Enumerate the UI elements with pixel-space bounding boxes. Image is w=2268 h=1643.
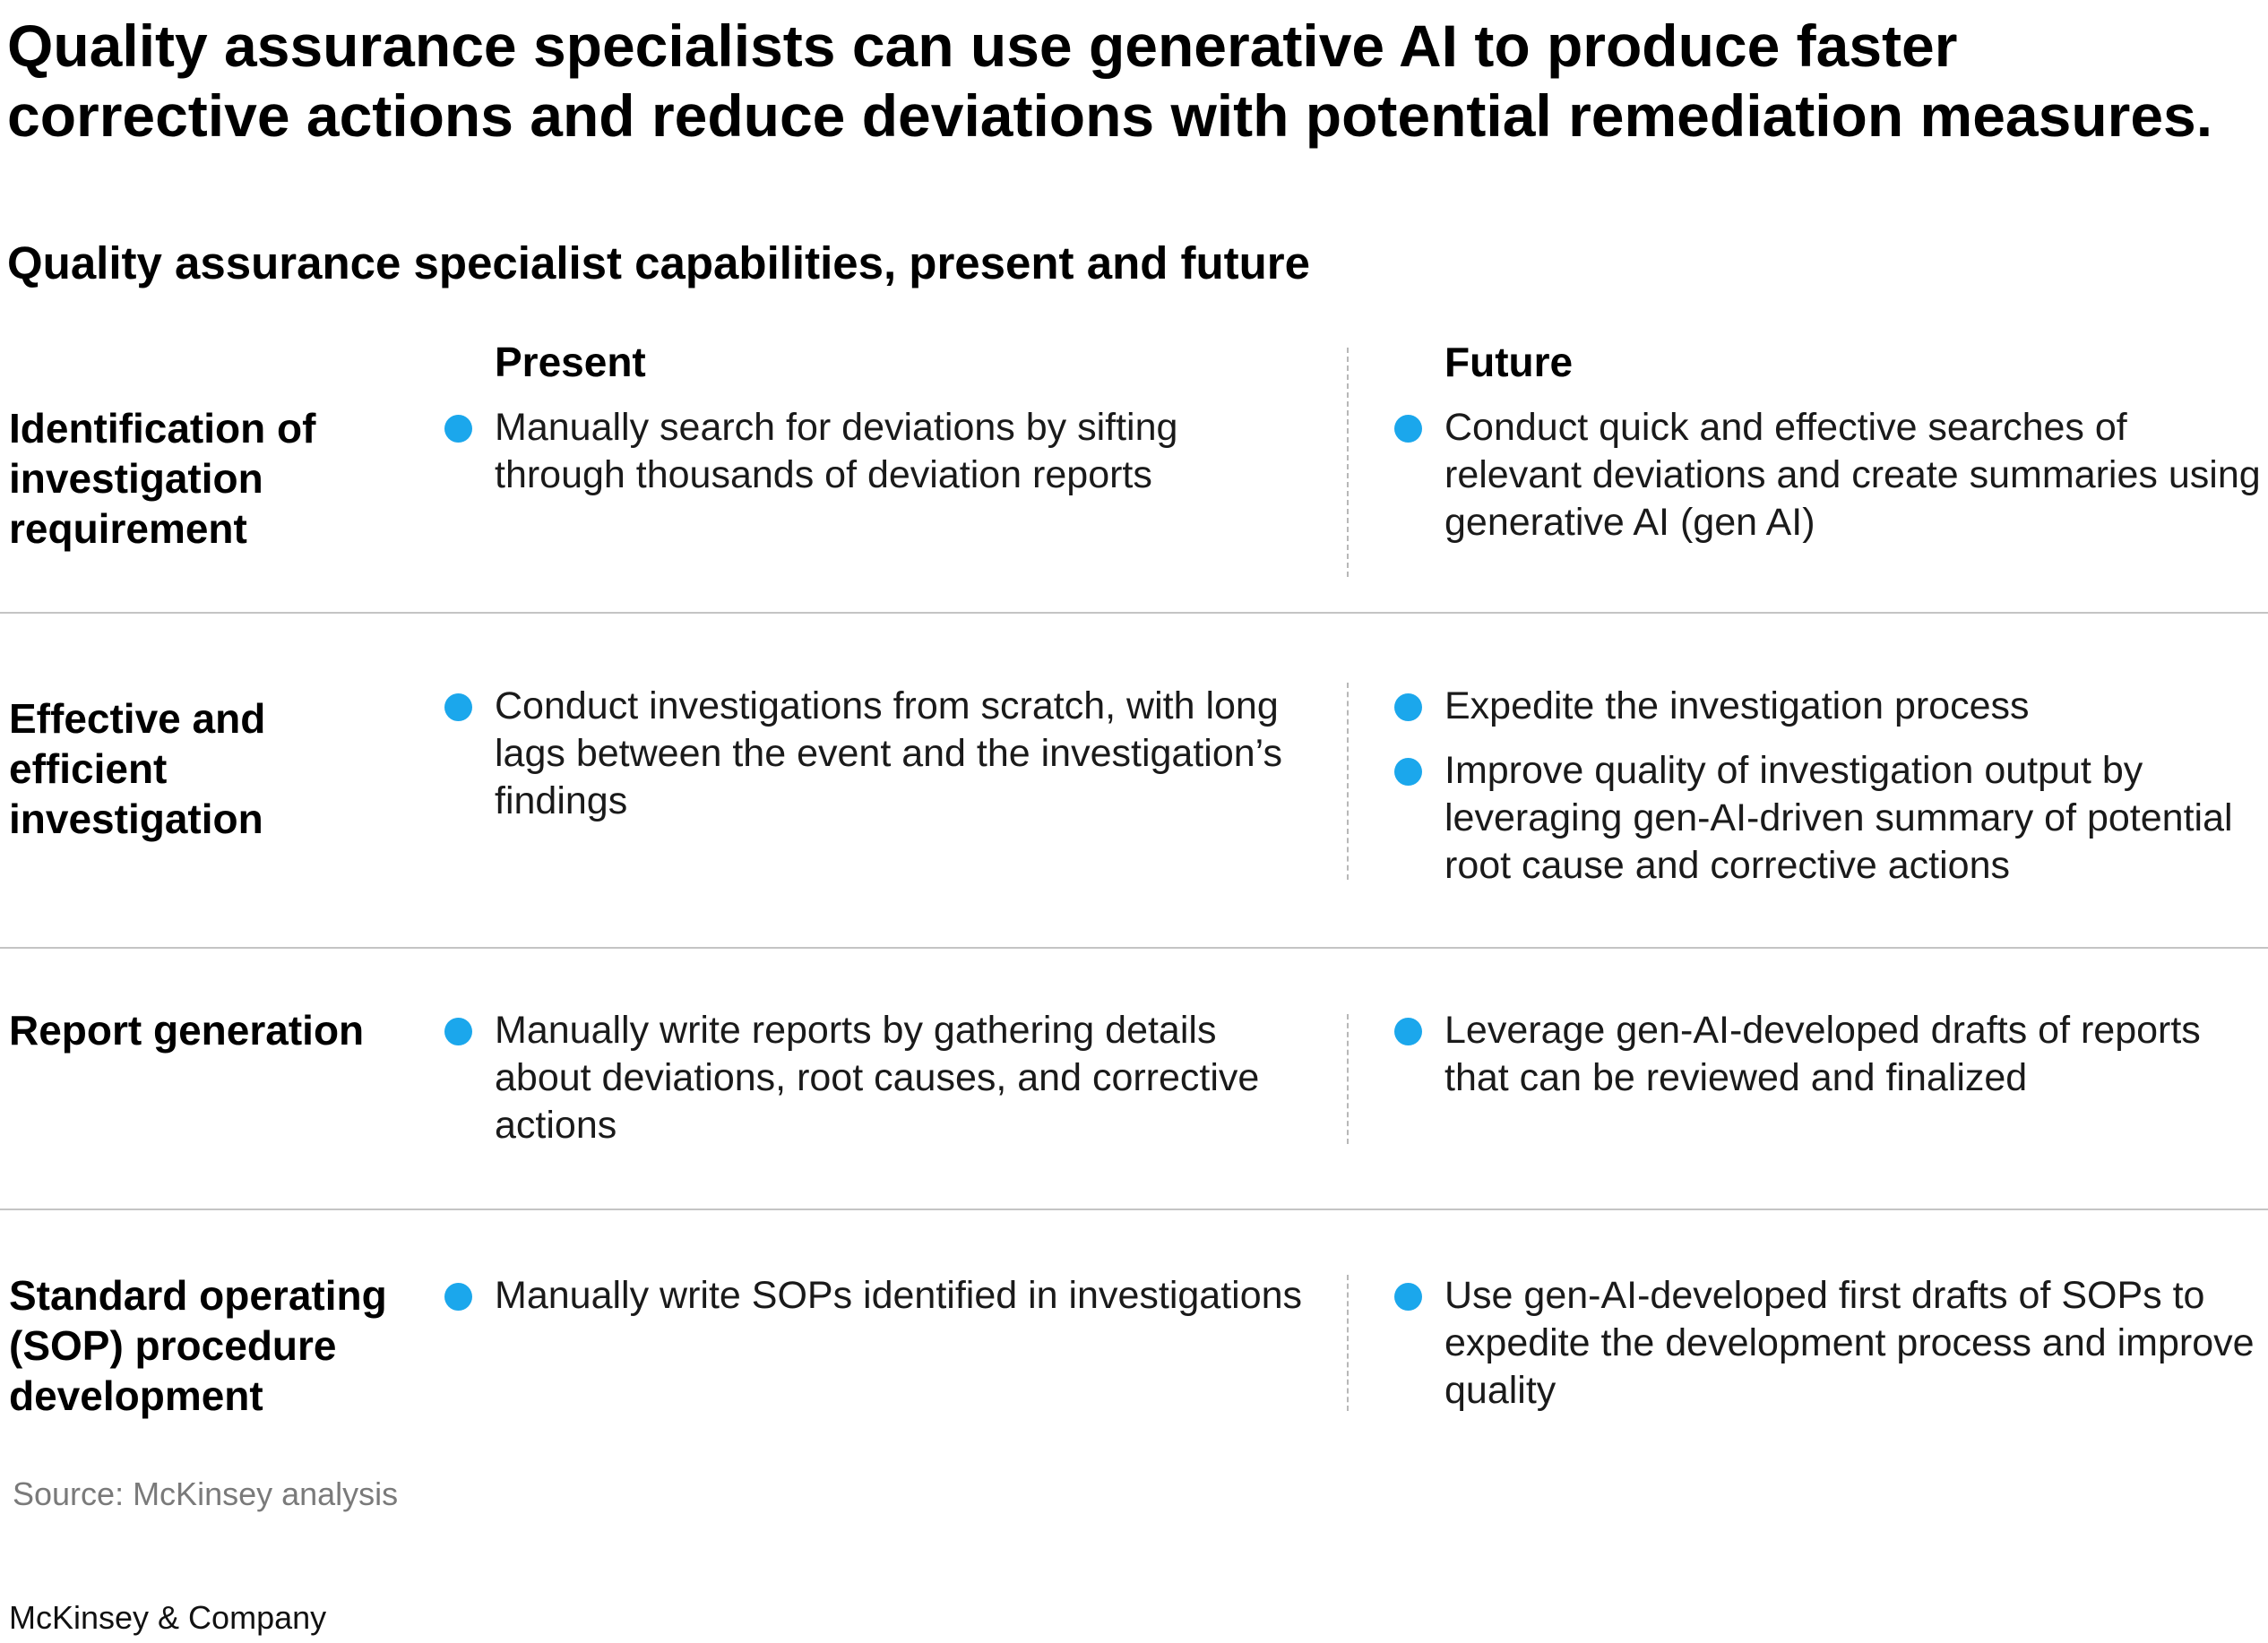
list-item: Manually write reports by gathering deta… [444,1007,1305,1149]
list-item: Improve quality of investigation output … [1394,747,2268,890]
bullet-dot-icon [444,1283,472,1311]
page-title: Quality assurance specialists can use ge… [7,13,2213,149]
bullet-dot-icon [1394,758,1422,786]
bullet-text: Conduct quick and effective searches of … [1444,406,2261,544]
row-future-cell: Use gen-AI-developed first drafts of SOP… [1394,1272,2268,1432]
row-label-report-generation: Report generation [9,1007,365,1054]
bullet-dot-icon [1394,1018,1422,1045]
list-item: Manually search for deviations by siftin… [444,404,1305,499]
row-divider [0,1209,2268,1210]
bullet-text: Use gen-AI-developed first drafts of SOP… [1444,1274,2255,1412]
bullet-text: Expedite the investigation process [1444,684,2030,727]
row-label-identification: Identification of investigation requirem… [9,405,316,552]
row-label-investigation: Effective and efficient investigation [9,695,266,842]
bullet-text: Manually write reports by gathering deta… [495,1009,1260,1147]
row-future-cell: Leverage gen-AI-developed drafts of repo… [1394,1007,2268,1119]
row-present-cell: Manually search for deviations by siftin… [444,404,1305,516]
bullet-dot-icon [444,1018,472,1045]
column-header-future: Future [1444,339,1574,385]
list-item: Manually write SOPs identified in invest… [444,1272,1305,1320]
exhibit-subtitle: Quality assurance specialist capabilitie… [7,237,1311,288]
bullet-text: Manually write SOPs identified in invest… [495,1274,1303,1317]
list-item: Conduct quick and effective searches of … [1394,404,2268,546]
bullet-dot-icon [1394,693,1422,721]
bullet-dot-icon [1394,415,1422,443]
bullet-text: Improve quality of investigation output … [1444,749,2233,887]
list-item: Leverage gen-AI-developed drafts of repo… [1394,1007,2268,1102]
bullet-text: Manually search for deviations by siftin… [495,406,1178,496]
row-divider [0,612,2268,614]
column-divider [1347,1014,1349,1144]
source-note: Source: McKinsey analysis [13,1475,399,1512]
list-item: Conduct investigations from scratch, wit… [444,683,1305,825]
row-label-sop-development: Standard operating (SOP) procedure devel… [9,1272,387,1419]
list-item: Expedite the investigation process [1394,683,2268,730]
list-item: Use gen-AI-developed first drafts of SOP… [1394,1272,2268,1415]
row-present-cell: Manually write SOPs identified in invest… [444,1272,1305,1337]
bullet-text: Leverage gen-AI-developed drafts of repo… [1444,1009,2201,1099]
bullet-dot-icon [444,415,472,443]
row-future-cell: Conduct quick and effective searches of … [1394,404,2268,563]
row-future-cell: Expedite the investigation process Impro… [1394,683,2268,907]
brand-logo: McKinsey & Company [9,1599,327,1636]
bullet-text: Conduct investigations from scratch, wit… [495,684,1282,822]
column-header-present: Present [495,339,646,385]
column-divider [1347,1275,1349,1411]
row-present-cell: Conduct investigations from scratch, wit… [444,683,1305,842]
column-divider [1347,683,1349,880]
bullet-dot-icon [1394,1283,1422,1311]
row-present-cell: Manually write reports by gathering deta… [444,1007,1305,1166]
row-divider [0,947,2268,949]
bullet-dot-icon [444,693,472,721]
column-divider [1347,348,1349,577]
